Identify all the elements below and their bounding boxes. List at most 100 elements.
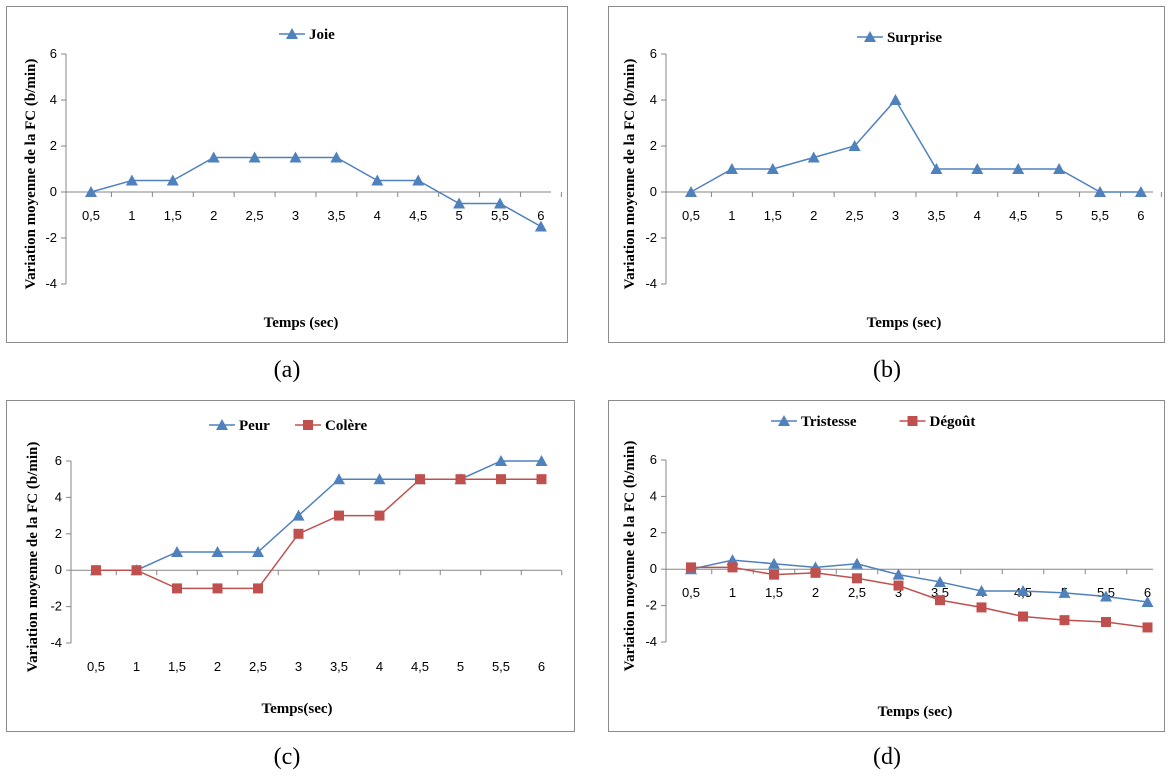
data-point bbox=[292, 509, 305, 521]
chart-svg-2: 6 4 2 0 -2 -4 0,5 1 1,5 2 2,5 3 3,5 4 4,5 5 5,5 6 Variatio… bbox=[25, 418, 563, 717]
x-tick-label: 6 bbox=[1144, 585, 1151, 600]
y-tick-label: -2 bbox=[645, 598, 657, 613]
caption-c: (c) bbox=[273, 744, 301, 770]
data-point bbox=[293, 528, 304, 539]
data-point bbox=[415, 474, 425, 485]
y-tick-label: 6 bbox=[55, 453, 62, 468]
x-tick-label: 5 bbox=[457, 659, 464, 674]
legend-label: Peur bbox=[239, 418, 270, 434]
series-line-Surprise bbox=[690, 98, 1141, 193]
y-axis-label: Variation moyenne de la FC (b/min) bbox=[622, 441, 638, 672]
x-tick-label: 4,5 bbox=[411, 659, 429, 674]
data-point bbox=[851, 557, 863, 569]
chart-panel-surprise: 6 4 2 0 -2 -4 0,5 1 1,5 2 2,5 3 3,5 4 4,5 5 5,5 6 Variatio… bbox=[608, 6, 1165, 343]
series-line-Dégoût bbox=[691, 566, 1148, 629]
y-tick-label: 6 bbox=[650, 452, 657, 467]
legend-label: Colère bbox=[325, 418, 368, 434]
data-point bbox=[975, 585, 988, 597]
x-axis-label: Temps (sec) bbox=[867, 315, 942, 331]
y-tick-label: 6 bbox=[50, 46, 57, 61]
data-point bbox=[534, 220, 547, 232]
legend-marker bbox=[778, 415, 790, 426]
x-tick-label: 0,5 bbox=[87, 659, 105, 674]
y-tick-label: 4 bbox=[650, 488, 657, 503]
data-point bbox=[334, 510, 344, 521]
y-tick-label: 2 bbox=[55, 526, 62, 541]
x-tick-label: 4 bbox=[974, 208, 981, 223]
data-point bbox=[1058, 586, 1071, 598]
x-tick-label: 5,5 bbox=[492, 659, 510, 674]
series-line-Joie bbox=[90, 156, 542, 228]
y-tick-label: 4 bbox=[50, 92, 57, 107]
x-tick-label: 3 bbox=[892, 208, 899, 223]
data-point bbox=[207, 151, 220, 163]
legend-marker bbox=[864, 31, 876, 42]
legend-marker bbox=[286, 28, 298, 39]
data-point bbox=[848, 140, 861, 151]
x-tick-label: 0,5 bbox=[82, 208, 100, 223]
y-tick-label: 2 bbox=[650, 525, 657, 540]
x-tick-label: 3,5 bbox=[327, 208, 345, 223]
data-point bbox=[374, 510, 385, 521]
x-tick-label: 5,5 bbox=[1091, 208, 1109, 223]
data-point bbox=[976, 602, 987, 613]
chart-svg-3: 6420-2-40,511,522,533,544,555,56Variatio… bbox=[622, 414, 1154, 720]
y-tick-label: -4 bbox=[645, 276, 657, 291]
x-tick-label: 1 bbox=[128, 208, 135, 223]
chart-svg-0: 6 4 2 0 -2 -4 0,5 1 1,5 2 2,5 3 3,5 4 4,5 5 5,5 6 Variatio… bbox=[23, 27, 562, 331]
data-point bbox=[412, 174, 425, 186]
y-tick-label: 2 bbox=[650, 138, 657, 153]
data-point bbox=[494, 197, 506, 209]
data-point bbox=[1012, 163, 1025, 174]
caption-d: (d) bbox=[873, 744, 901, 770]
x-axis-label: Temps (sec) bbox=[264, 315, 339, 331]
series-line-Peur bbox=[96, 460, 542, 571]
data-point bbox=[248, 151, 261, 163]
data-point bbox=[289, 151, 302, 163]
data-point bbox=[686, 562, 696, 573]
x-tick-label: 5,5 bbox=[491, 208, 509, 223]
legend-label: Surprise bbox=[887, 30, 942, 46]
caption-b: (b) bbox=[873, 357, 901, 383]
y-axis-label: Variation moyenne de la FC (b/min) bbox=[622, 59, 638, 290]
x-tick-label: 1 bbox=[729, 585, 736, 600]
data-point bbox=[1018, 611, 1028, 622]
y-tick-label: 4 bbox=[55, 489, 62, 504]
x-tick-label: 2,5 bbox=[848, 585, 866, 600]
data-point bbox=[971, 163, 984, 174]
x-tick-label: 2,5 bbox=[846, 208, 864, 223]
caption-a: (a) bbox=[273, 357, 301, 383]
data-point bbox=[171, 546, 183, 557]
x-tick-label: 2,5 bbox=[246, 208, 264, 223]
y-tick-label: -2 bbox=[50, 599, 62, 614]
legend-label: Tristesse bbox=[801, 414, 857, 430]
y-tick-label: 0 bbox=[650, 561, 657, 576]
data-point bbox=[892, 568, 905, 580]
data-point bbox=[166, 174, 179, 186]
data-point bbox=[253, 583, 263, 594]
y-tick-label: -2 bbox=[645, 230, 657, 245]
data-point bbox=[889, 94, 902, 105]
data-point bbox=[930, 163, 943, 174]
data-point bbox=[1017, 585, 1029, 597]
x-tick-label: 1,5 bbox=[764, 208, 782, 223]
y-tick-label: 4 bbox=[650, 92, 657, 107]
data-point bbox=[536, 474, 547, 485]
y-axis-label: Variation moyenne de la FC (b/min) bbox=[25, 442, 41, 673]
data-point bbox=[1101, 616, 1111, 627]
x-tick-label: 4,5 bbox=[409, 208, 427, 223]
data-point bbox=[1053, 163, 1066, 174]
data-point bbox=[85, 186, 97, 197]
x-tick-label: 3 bbox=[895, 585, 902, 600]
legend-marker bbox=[907, 416, 918, 426]
data-point bbox=[211, 546, 224, 557]
y-tick-label: 6 bbox=[650, 46, 657, 61]
data-point bbox=[1094, 186, 1106, 197]
data-point bbox=[1100, 590, 1112, 602]
y-tick-label: -4 bbox=[50, 635, 62, 650]
x-tick-label: 6 bbox=[1137, 208, 1144, 223]
data-point bbox=[810, 567, 821, 578]
x-tick-label: 2 bbox=[810, 208, 817, 223]
data-point bbox=[333, 473, 345, 485]
data-point bbox=[934, 575, 946, 587]
